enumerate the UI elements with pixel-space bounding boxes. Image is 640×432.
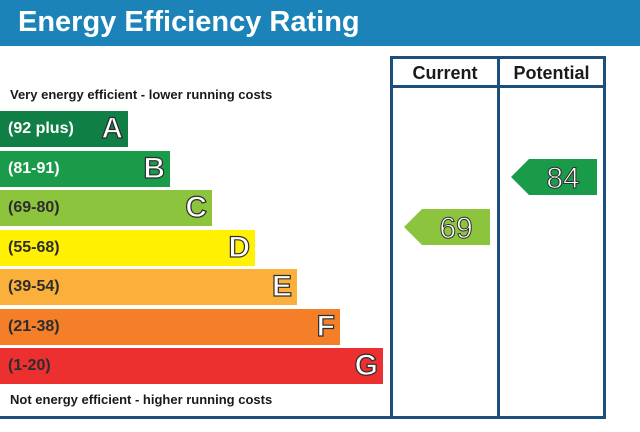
frame-line-right xyxy=(603,56,606,419)
current-rating-value: 69 xyxy=(439,212,472,245)
band-letter: G xyxy=(354,348,379,382)
band-letter: C xyxy=(185,190,208,224)
band-a: (92 plus) A xyxy=(0,111,128,147)
current-column-header: Current xyxy=(412,63,478,83)
band-c: (69-80) C xyxy=(0,190,212,226)
band-letter: F xyxy=(316,309,336,343)
band-letter: A xyxy=(101,111,124,145)
band-f: (21-38) F xyxy=(0,308,340,345)
band-d: (55-68) D xyxy=(0,229,255,266)
potential-arrow-shape xyxy=(511,159,597,195)
potential-rating-arrow: 84 xyxy=(511,159,597,196)
band-range-label: (21-38) xyxy=(8,317,60,335)
frame-line-divider xyxy=(497,56,500,419)
potential-rating-value: 84 xyxy=(546,162,579,195)
current-rating-arrow: 69 xyxy=(404,209,490,246)
frame-line-bottom xyxy=(0,416,606,419)
chart-title: Energy Efficiency Rating xyxy=(18,6,360,38)
band-letter: D xyxy=(228,230,251,264)
current-arrow-shape xyxy=(404,209,490,245)
band-b: (81-91) B xyxy=(0,150,170,187)
band-g: (1-20) G xyxy=(0,348,383,384)
band-range-label: (81-91) xyxy=(8,159,60,177)
band-letter: E xyxy=(271,269,292,303)
band-e: (39-54) E xyxy=(0,269,297,305)
band-range-label: (39-54) xyxy=(8,278,60,295)
title-bar: Energy Efficiency Rating xyxy=(0,0,640,46)
band-letter: B xyxy=(143,151,166,185)
frame-line-left xyxy=(390,56,393,419)
band-range-label: (92 plus) xyxy=(8,120,74,137)
bottom-caption: Not energy efficient - higher running co… xyxy=(10,392,273,407)
top-caption: Very energy efficient - lower running co… xyxy=(10,87,273,102)
band-range-label: (55-68) xyxy=(8,238,60,256)
potential-column-header: Potential xyxy=(513,63,590,83)
band-range-label: (69-80) xyxy=(8,199,60,216)
band-range-label: (1-20) xyxy=(8,357,51,374)
